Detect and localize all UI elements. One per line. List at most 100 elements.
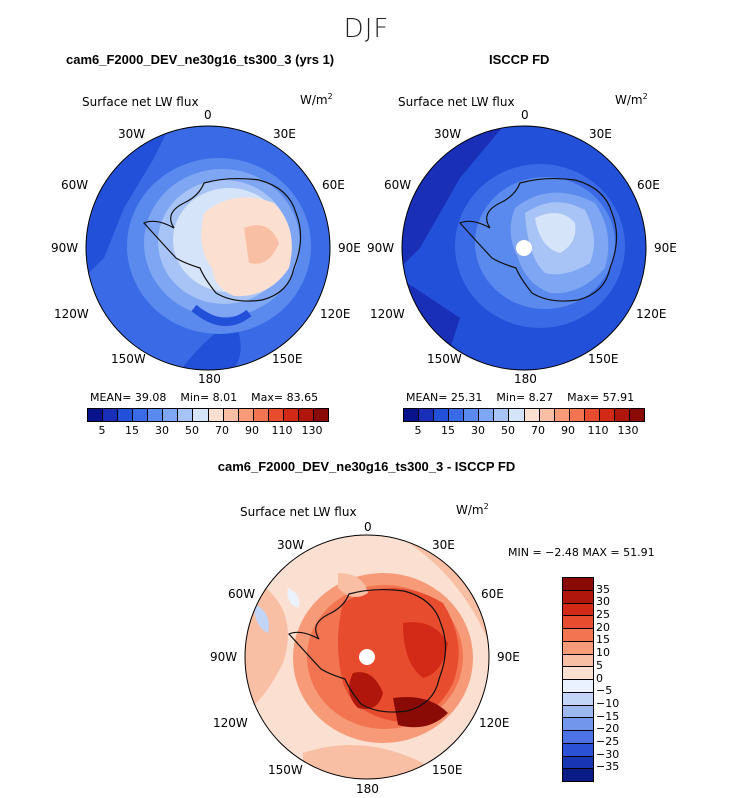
panel2-variable: Surface net LW flux xyxy=(398,95,515,109)
colorbar-swatch xyxy=(563,629,593,642)
colorbar-tick-label: 20 xyxy=(596,620,610,634)
panel1-lon-60e: 60E xyxy=(322,178,345,192)
colorbar-swatch xyxy=(479,409,495,421)
colorbar-swatch xyxy=(283,409,299,421)
colorbar-swatch xyxy=(569,409,585,421)
colorbar-tick-label: 25 xyxy=(596,608,610,622)
colorbar-swatch xyxy=(563,705,593,719)
panel1-lon-120w: 120W xyxy=(54,307,89,321)
colorbar-tick-label: 70 xyxy=(215,424,229,437)
panel1-lon-30e: 30E xyxy=(273,127,296,141)
colorbar-swatch xyxy=(268,409,284,421)
colorbar-swatch xyxy=(163,409,179,421)
colorbar-tick-label: −35 xyxy=(596,760,620,774)
colorbar-swatch xyxy=(223,409,239,421)
colorbar-tick-label: 5 xyxy=(98,424,106,437)
panel1-variable: Surface net LW flux xyxy=(82,95,199,109)
panel1-colorbar-ticks: 5 15 30 50 70 90 110 130 xyxy=(87,424,327,438)
colorbar-tick-label: 15 xyxy=(441,424,455,437)
colorbar-tick-label: 110 xyxy=(587,424,609,437)
panel2-lon-180: 180 xyxy=(514,372,537,386)
panel2-lon-120e: 120E xyxy=(636,307,667,321)
panel3-lon-0: 0 xyxy=(364,520,372,534)
panel1-lon-120e: 120E xyxy=(320,307,351,321)
panel3-stats: MIN = −2.48 MAX = 51.91 xyxy=(508,546,655,559)
panel3-lon-60e: 60E xyxy=(481,587,504,601)
colorbar-swatch xyxy=(133,409,149,421)
colorbar-swatch xyxy=(563,743,593,757)
colorbar-swatch xyxy=(494,409,510,421)
colorbar-tick-label: 30 xyxy=(155,424,169,437)
colorbar-swatch xyxy=(563,590,593,604)
panel1-polar-map xyxy=(85,125,331,371)
panel1-lon-90e: 90E xyxy=(338,241,361,255)
colorbar-tick-label: 50 xyxy=(185,424,199,437)
colorbar-swatch xyxy=(178,409,194,421)
panel2-units: W/m2 xyxy=(615,92,648,107)
panel3-lon-90e: 90E xyxy=(497,650,520,664)
panel3-lon-180: 180 xyxy=(356,782,379,796)
colorbar-tick-label: −5 xyxy=(596,684,613,698)
panel2-stats: MEAN= 25.31 Min= 8.27 Max= 57.91 xyxy=(406,391,635,404)
season-title: DJF xyxy=(343,14,390,44)
colorbar-tick-label: 50 xyxy=(501,424,515,437)
panel2-colorbar xyxy=(403,408,645,422)
colorbar-swatch xyxy=(434,409,450,421)
panel2-lon-150w: 150W xyxy=(427,352,462,366)
panel2-lon-60w: 60W xyxy=(384,178,412,192)
colorbar-tick-label: 30 xyxy=(471,424,485,437)
panel1-lon-150w: 150W xyxy=(111,352,146,366)
panel3-lon-60w: 60W xyxy=(228,587,256,601)
colorbar-swatch xyxy=(563,616,593,629)
panel1-stats: MEAN= 39.08 Min= 8.01 Max= 83.65 xyxy=(90,391,319,404)
colorbar-swatch xyxy=(554,409,570,421)
colorbar-swatch xyxy=(103,409,119,421)
panel3-units: W/m2 xyxy=(456,502,489,517)
colorbar-swatch xyxy=(464,409,480,421)
colorbar-tick-label: 15 xyxy=(125,424,139,437)
colorbar-swatch xyxy=(563,641,593,655)
colorbar-tick-label: 130 xyxy=(617,424,639,437)
panel3-title: cam6_F2000_DEV_ne30g16_ts300_3 - ISCCP F… xyxy=(217,459,516,474)
panel3-colorbar-ticks: 35 30 25 20 15 10 5 0 −5 −10 −15 −20 −25 −30 −35 xyxy=(596,577,636,780)
panel1-lon-0: 0 xyxy=(204,108,212,122)
colorbar-tick-label: 35 xyxy=(596,582,610,596)
colorbar-swatch xyxy=(253,409,269,421)
colorbar-swatch xyxy=(563,654,593,668)
panel3-polar-map xyxy=(244,534,490,780)
panel2-colorbar-ticks: 5 15 30 50 70 90 110 130 xyxy=(403,424,643,438)
panel1-lon-150e: 150E xyxy=(272,352,303,366)
colorbar-swatch xyxy=(509,409,525,421)
colorbar-swatch xyxy=(563,718,593,731)
colorbar-swatch xyxy=(419,409,435,421)
panel1-colorbar xyxy=(87,408,329,422)
panel1-lon-90w: 90W xyxy=(51,241,79,255)
panel1-lon-180: 180 xyxy=(198,372,221,386)
colorbar-tick-label: 70 xyxy=(531,424,545,437)
colorbar-swatch xyxy=(563,731,593,744)
colorbar-tick-label: 130 xyxy=(301,424,323,437)
panel3-lon-150e: 150E xyxy=(432,763,463,777)
panel2-lon-90e: 90E xyxy=(654,241,677,255)
colorbar-swatch xyxy=(449,409,465,421)
panel1-title: cam6_F2000_DEV_ne30g16_ts300_3 (yrs 1) xyxy=(66,52,335,67)
colorbar-swatch xyxy=(524,409,540,421)
colorbar-swatch xyxy=(118,409,134,421)
panel2-lon-0: 0 xyxy=(521,108,529,122)
panel3-lon-90w: 90W xyxy=(210,650,238,664)
colorbar-tick-label: −30 xyxy=(596,747,620,761)
colorbar-swatch xyxy=(208,409,224,421)
panel3-lon-120w: 120W xyxy=(213,716,248,730)
colorbar-tick-label: −10 xyxy=(596,696,620,710)
panel3-colorbar xyxy=(562,577,594,782)
colorbar-swatch xyxy=(238,409,254,421)
panel2-lon-30w: 30W xyxy=(434,127,462,141)
colorbar-swatch xyxy=(584,409,600,421)
colorbar-swatch xyxy=(563,667,593,680)
colorbar-tick-label: 90 xyxy=(245,424,259,437)
colorbar-swatch xyxy=(298,409,314,421)
panel2-lon-120w: 120W xyxy=(370,307,405,321)
colorbar-tick-label: 90 xyxy=(561,424,575,437)
panel3-variable: Surface net LW flux xyxy=(240,505,357,519)
colorbar-swatch xyxy=(88,409,104,421)
